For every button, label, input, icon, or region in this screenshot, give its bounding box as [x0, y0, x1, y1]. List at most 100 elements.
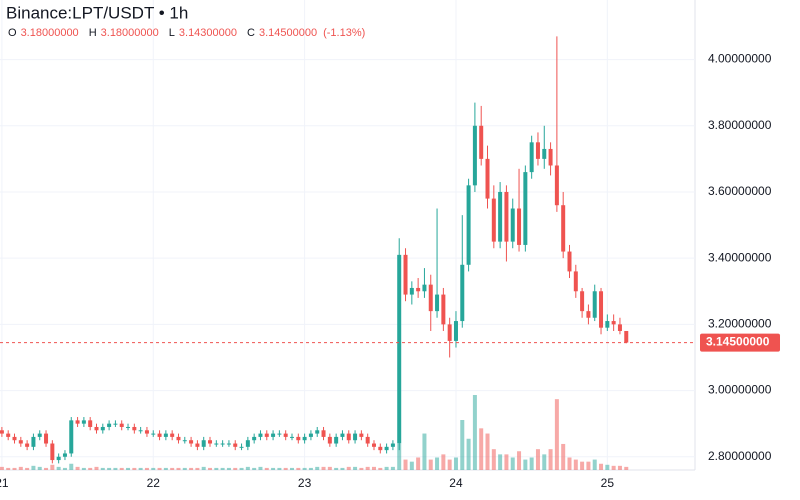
volume-bar [264, 467, 269, 470]
volume-bar [435, 457, 440, 470]
volume-bar [6, 467, 11, 470]
candle-body [201, 440, 206, 447]
volume-bar [529, 457, 534, 470]
candle-body [510, 208, 515, 242]
candle-body [378, 446, 383, 451]
candle-body [126, 426, 131, 428]
y-tick-label: 3.40000000 [708, 250, 772, 264]
x-tick-label: 21 [0, 476, 9, 490]
volume-bar [157, 467, 162, 470]
candle-body [25, 443, 30, 447]
volume-bar [258, 466, 263, 470]
volume-bar [485, 433, 490, 470]
volume-bar [605, 464, 610, 470]
volume-bar [340, 467, 345, 470]
volume-bar [56, 466, 61, 470]
candle-body [81, 420, 86, 424]
candle-body [397, 254, 402, 444]
candle-body [371, 443, 376, 447]
stat-value: 3.18000000 [101, 27, 159, 39]
candle-body [365, 436, 370, 444]
volume-bar [296, 467, 301, 470]
volume-bar [365, 466, 370, 470]
x-tick-label: 25 [601, 476, 615, 490]
stat-value: 3.14300000 [179, 27, 237, 39]
candle-body [535, 142, 540, 159]
candle-body [62, 453, 67, 457]
volume-bar [321, 466, 326, 470]
volume-bar [214, 467, 219, 470]
volume-bar [151, 467, 156, 470]
candle-body [44, 433, 49, 444]
candle-body [561, 205, 566, 252]
candle-body [100, 426, 105, 431]
volume-bar [94, 466, 99, 470]
volume-bar [334, 467, 339, 470]
x-tick-label: 23 [298, 476, 312, 490]
volume-bar [580, 461, 585, 470]
volume-bar [617, 465, 622, 470]
volume-bar [548, 449, 553, 470]
volume-bar [144, 467, 149, 470]
volume-bar [567, 457, 572, 470]
y-tick-label: 3.20000000 [708, 317, 772, 331]
volume-bar [390, 466, 395, 470]
candle-body [428, 284, 433, 312]
volume-bar [554, 399, 559, 470]
volume-bar [611, 465, 616, 470]
volume-bar [327, 466, 332, 470]
last-price-label: 3.14500000 [706, 335, 770, 349]
candle-body [132, 426, 137, 431]
volume-bar [182, 467, 187, 470]
stat-value: 3.18000000 [21, 27, 79, 39]
volume-bar [290, 467, 295, 470]
candle-body [409, 287, 414, 295]
candle-body [75, 420, 80, 424]
candle-body [491, 198, 496, 242]
volume-bar [523, 459, 528, 470]
volume-bar [170, 467, 175, 470]
candle-body [416, 287, 421, 292]
axes: 2.80000000 3.00000000 3.20000000 3.40000000… [0, 52, 780, 490]
volume-bar [201, 466, 206, 470]
candle-body [554, 165, 559, 206]
volume-bar [397, 443, 402, 470]
candle-body [353, 433, 358, 441]
candle-body [334, 436, 339, 444]
volume-bar [208, 467, 213, 470]
candle-body [308, 433, 313, 437]
candle-body [0, 430, 4, 434]
stat-change: (-1.13%) [323, 27, 365, 39]
candle-body [176, 436, 181, 441]
volume-bar [277, 467, 282, 470]
candle-body [264, 433, 269, 437]
candle-body [302, 436, 307, 441]
volume-bar [62, 467, 67, 470]
candle-body [69, 420, 74, 454]
candle-body [245, 440, 250, 447]
volume-bar [88, 467, 93, 470]
candle-body [529, 142, 534, 173]
header-stats: O 3.18000000 H 3.18000000 L 3.14300000 C 3.1450… [8, 27, 365, 39]
volume-bar [81, 467, 86, 470]
candle-body [523, 172, 528, 245]
volume-bar [504, 454, 509, 470]
volume-bar [233, 467, 238, 470]
candle-body [327, 436, 332, 444]
candle-body [56, 456, 61, 461]
volume-bar [346, 466, 351, 470]
candle-body [233, 443, 238, 447]
candle-body [466, 185, 471, 265]
volume-bar [517, 451, 522, 470]
candle-body [479, 125, 484, 159]
candle-body [220, 443, 225, 445]
candle-body [88, 420, 93, 427]
candle-body [290, 436, 295, 438]
candle-body [31, 436, 36, 447]
volume-bar [466, 438, 471, 470]
volume-layer [0, 395, 629, 470]
volume-bar [460, 420, 465, 470]
volume-bar [37, 466, 42, 470]
candle-body [119, 423, 124, 427]
volume-bar [428, 459, 433, 470]
